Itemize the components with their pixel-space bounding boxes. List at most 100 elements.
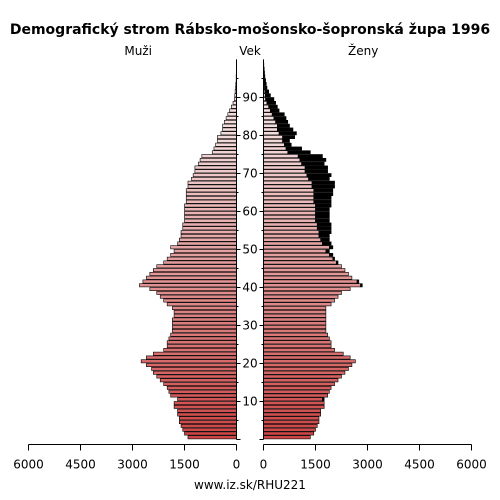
female-bar-age-14 xyxy=(263,382,335,386)
female-excess-bar-age-92 xyxy=(264,85,268,90)
male-bar-age-49 xyxy=(173,249,237,253)
female-bar-age-20 xyxy=(263,359,356,364)
female-bar-age-48 xyxy=(263,253,330,257)
female-bar-age-65 xyxy=(263,188,315,193)
male-bar-age-26 xyxy=(168,336,237,341)
male-bar-age-40 xyxy=(139,283,237,288)
female-bar-age-53 xyxy=(263,234,320,238)
male-bar-age-45 xyxy=(156,264,237,269)
female-bar-age-52 xyxy=(263,237,322,242)
female-bar-age-18 xyxy=(263,366,349,371)
female-excess-bar-age-84 xyxy=(273,116,287,120)
male-bar-age-77 xyxy=(215,142,237,147)
male-bar-age-69 xyxy=(192,173,237,177)
male-x-tick-label: 4500 xyxy=(65,458,96,472)
age-tick-label: 30 xyxy=(242,319,257,333)
female-excess-bar-age-47 xyxy=(332,256,335,261)
female-label: Ženy xyxy=(348,43,378,58)
male-bar-age-47 xyxy=(166,256,237,261)
female-bar-age-46 xyxy=(263,260,337,265)
male-bar-age-59 xyxy=(184,211,237,215)
chart-title: Demografický strom Rábsko-mošonsko-šopro… xyxy=(10,22,490,38)
male-bar-age-28 xyxy=(172,328,237,333)
female-excess-bar-age-67 xyxy=(311,180,335,185)
female-bar-age-4 xyxy=(263,420,320,424)
female-bar-age-13 xyxy=(263,385,332,390)
female-bar-age-5 xyxy=(263,416,320,421)
male-bar-age-17 xyxy=(153,370,237,375)
female-bar-age-3 xyxy=(263,423,318,428)
female-bar-age-37 xyxy=(263,294,339,299)
female-excess-bar-age-46 xyxy=(335,260,339,265)
male-bar-age-55 xyxy=(182,226,237,231)
male-bar-age-71 xyxy=(194,165,237,170)
female-bar-age-75 xyxy=(263,150,289,155)
male-x-tick-label: 0 xyxy=(233,458,241,472)
male-bar-age-44 xyxy=(153,268,237,272)
female-excess-bar-age-65 xyxy=(313,188,334,193)
female-bar-age-19 xyxy=(263,363,353,367)
female-excess-bar-age-72 xyxy=(301,161,325,166)
male-bar-age-73 xyxy=(199,158,237,162)
male-bar-age-75 xyxy=(211,150,237,155)
female-bar-age-81 xyxy=(263,127,278,132)
female-bar-age-12 xyxy=(263,389,330,394)
female-x-tick-label: 3000 xyxy=(352,458,383,472)
female-bar-age-54 xyxy=(263,230,320,234)
female-excess-bar-age-75 xyxy=(287,150,311,155)
male-x-tick-label: 1500 xyxy=(169,458,200,472)
male-bar-age-39 xyxy=(149,287,237,291)
male-bar-age-3 xyxy=(180,423,237,428)
male-bar-age-79 xyxy=(217,135,237,139)
female-excess-bar-age-68 xyxy=(308,177,330,181)
female-excess-bar-age-40 xyxy=(360,283,363,288)
male-x-tick-label: 6000 xyxy=(13,458,44,472)
male-bar-age-30 xyxy=(172,321,237,326)
male-bar-age-20 xyxy=(140,359,237,364)
female-excess-bar-age-63 xyxy=(313,196,332,200)
female-bar-age-28 xyxy=(263,328,327,333)
male-bar-age-31 xyxy=(172,317,237,322)
female-excess-bar-age-54 xyxy=(318,230,332,234)
female-bar-age-87 xyxy=(263,104,269,109)
male-bar-age-25 xyxy=(166,340,237,345)
female-bar-age-22 xyxy=(263,351,344,356)
female-bar-age-42 xyxy=(263,275,353,280)
male-bar-age-52 xyxy=(179,237,237,242)
male-bar-age-68 xyxy=(191,177,237,181)
female-excess-bar-age-56 xyxy=(316,222,332,227)
male-bar-age-8 xyxy=(173,404,237,409)
male-bar-age-15 xyxy=(159,378,237,383)
female-bar-age-43 xyxy=(263,271,349,276)
male-bar-age-48 xyxy=(170,253,237,257)
female-excess-bar-age-86 xyxy=(270,108,280,113)
female-excess-bar-age-95 xyxy=(263,74,266,79)
female-excess-bar-age-57 xyxy=(315,218,330,223)
female-bar-age-38 xyxy=(263,290,342,295)
female-excess-bar-age-66 xyxy=(311,184,335,189)
female-bar-age-59 xyxy=(263,211,316,215)
male-bar-age-21 xyxy=(146,355,237,360)
male-bar-age-84 xyxy=(225,116,237,120)
male-bar-age-41 xyxy=(142,279,237,284)
female-excess-bar-age-58 xyxy=(315,215,330,219)
female-bar-age-31 xyxy=(263,317,327,322)
female-bar-age-36 xyxy=(263,298,335,303)
male-bar-age-36 xyxy=(163,298,237,303)
male-bar-age-29 xyxy=(172,325,237,329)
male-bar-age-82 xyxy=(222,123,237,128)
age-tick-label: 10 xyxy=(242,395,257,409)
female-x-tick-label: 4500 xyxy=(404,458,435,472)
male-bar-age-22 xyxy=(153,351,237,356)
female-bar-age-35 xyxy=(263,302,332,307)
female-bar-age-17 xyxy=(263,370,346,375)
male-bar-age-70 xyxy=(194,169,237,174)
age-tick-label: 50 xyxy=(242,243,257,257)
female-bar-age-60 xyxy=(263,207,316,212)
female-bar-age-72 xyxy=(263,161,302,166)
axes-group: 6000 6000 4500 4500 3000 3000 1500 1500 0 0 10 20 30… xyxy=(13,60,487,472)
female-bar-age-50 xyxy=(263,245,330,250)
female-excess-bar-age-88 xyxy=(266,101,276,105)
male-bar-age-56 xyxy=(182,222,237,227)
male-bar-age-81 xyxy=(222,127,237,132)
